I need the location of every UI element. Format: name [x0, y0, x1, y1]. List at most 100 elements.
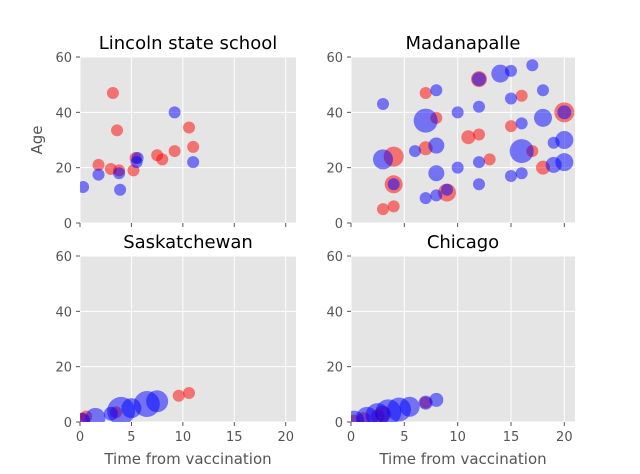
- x-tick-label: 0: [76, 430, 84, 445]
- scatter-point: [419, 192, 432, 205]
- chart-title: Madanapalle: [406, 33, 521, 54]
- scatter-point: [168, 145, 181, 158]
- y-tick-label: 60: [326, 250, 343, 265]
- scatter-point: [472, 72, 486, 87]
- scatter-point: [483, 153, 496, 166]
- x-tick-label: 10: [175, 430, 192, 445]
- y-tick-label: 40: [55, 305, 72, 320]
- scatter-point: [183, 121, 196, 134]
- chart-title: Chicago: [427, 232, 499, 253]
- scatter-point: [473, 156, 485, 169]
- scatter-point: [156, 153, 169, 166]
- scatter-point: [387, 178, 400, 191]
- scatter-point: [555, 131, 574, 149]
- panel-lincoln: 0 20 40 60 Lincoln state school Age: [28, 33, 296, 232]
- scatter-point: [473, 178, 485, 191]
- markers: [80, 86, 200, 196]
- scatter-point: [80, 181, 90, 194]
- scatter-point: [430, 84, 443, 97]
- scatter-point: [92, 158, 105, 171]
- y-tick-label: 40: [326, 305, 343, 320]
- scatter-point: [187, 140, 200, 153]
- scatter-point: [113, 167, 126, 180]
- y-tick-label: 20: [55, 162, 72, 177]
- y-tick-label: 60: [55, 250, 72, 265]
- x-tick-label: 0: [347, 430, 355, 445]
- markers: [373, 59, 575, 216]
- scatter-point: [461, 130, 476, 145]
- scatter-point: [430, 189, 443, 202]
- scatter-point: [114, 183, 127, 196]
- scatter-point: [399, 396, 420, 417]
- panel-chicago: 0 20 40 60 0 5 10 15 20 Chicago Time from vaccinat…: [326, 232, 575, 468]
- x-tick-label: 5: [400, 430, 408, 445]
- panel-madanapalle: 0 20 40 60 Madanapalle: [326, 33, 575, 232]
- scatter-point: [428, 165, 445, 182]
- x-tick-label: 15: [226, 430, 243, 445]
- scatter-point: [534, 108, 552, 127]
- x-axis-label: Time from vaccination: [103, 450, 271, 468]
- scatter-point: [515, 117, 528, 130]
- scatter-point: [92, 168, 105, 181]
- y-tick-label: 60: [55, 51, 72, 66]
- y-tick-label: 0: [64, 217, 72, 232]
- scatter-point: [526, 59, 539, 72]
- y-tick-label: 20: [326, 162, 343, 177]
- scatter-point: [146, 390, 169, 413]
- scatter-point: [377, 203, 389, 216]
- scatter-point: [473, 100, 485, 113]
- x-tick-label: 10: [449, 430, 466, 445]
- y-tick-label: 20: [55, 361, 72, 376]
- scatter-point: [505, 92, 517, 105]
- scatter-point: [387, 200, 400, 213]
- scatter-point: [419, 86, 432, 99]
- scatter-point: [418, 395, 433, 410]
- scatter-point: [429, 392, 444, 407]
- x-axis-label: Time from vaccination: [378, 450, 546, 468]
- scatter-point: [168, 106, 181, 119]
- scatter-point: [373, 149, 393, 170]
- scatter-point: [509, 139, 534, 164]
- y-tick-label: 0: [64, 416, 72, 431]
- scatter-point: [473, 128, 485, 141]
- x-tick-label: 20: [556, 430, 573, 445]
- scatter-point: [451, 106, 464, 119]
- scatter-point: [106, 86, 119, 99]
- scatter-point: [515, 89, 528, 102]
- chart-title: Saskatchewan: [123, 232, 253, 253]
- chart-title: Lincoln state school: [99, 33, 278, 54]
- scatter-point: [409, 145, 421, 158]
- scatter-point: [111, 124, 124, 137]
- scatter-point: [451, 161, 464, 174]
- y-tick-label: 0: [335, 217, 343, 232]
- scatter-point: [505, 120, 517, 133]
- y-axis-label: Age: [28, 125, 46, 154]
- y-tick-label: 40: [55, 106, 72, 121]
- scatter-point: [377, 98, 389, 111]
- scatter-point: [85, 407, 106, 422]
- plot-area: [351, 256, 575, 422]
- markers: [80, 386, 196, 422]
- panel-saskatchewan: 0 20 40 60 0 5 10 15 20 Saskatchewan Time from vac…: [55, 232, 296, 468]
- y-tick-label: 0: [335, 416, 343, 431]
- x-tick-label: 20: [277, 430, 294, 445]
- scatter-point: [491, 64, 510, 83]
- y-tick-label: 40: [326, 106, 343, 121]
- scatter-point: [428, 137, 445, 154]
- scatter-point: [515, 167, 528, 180]
- scatter-point: [505, 64, 517, 77]
- scatter-point: [555, 153, 574, 172]
- y-tick-label: 60: [326, 51, 343, 66]
- scatter-point: [413, 108, 438, 133]
- scatter-point: [131, 151, 144, 164]
- scatter-point: [172, 389, 185, 402]
- scatter-point: [187, 156, 200, 169]
- scatter-point: [505, 169, 517, 182]
- scatter-point: [183, 386, 196, 399]
- scatter-point: [441, 183, 453, 196]
- x-tick-label: 15: [503, 430, 520, 445]
- y-tick-label: 20: [326, 361, 343, 376]
- plot-area: [80, 57, 296, 223]
- scatter-point: [557, 105, 572, 120]
